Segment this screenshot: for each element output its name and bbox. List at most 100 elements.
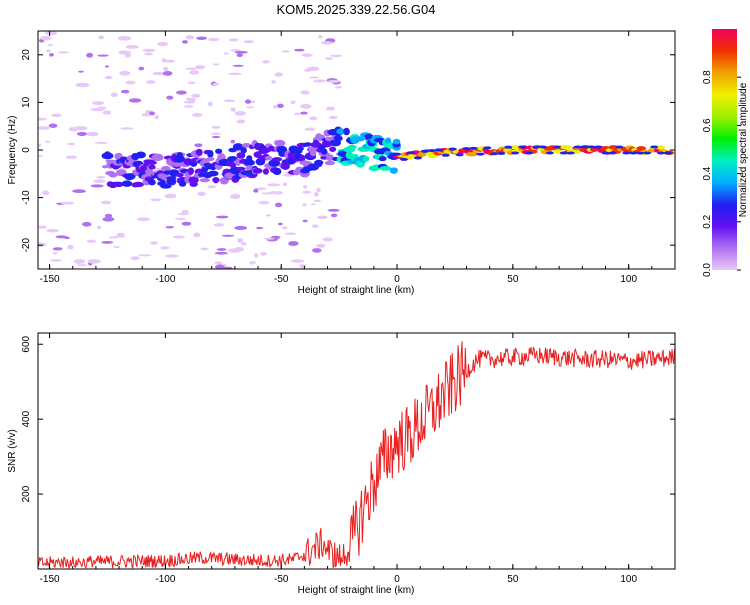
- spectrogram-cell: [294, 146, 304, 151]
- spectrogram-cell: [532, 145, 541, 149]
- spectrogram-cell: [326, 106, 335, 111]
- x-tick-label: -50: [274, 274, 289, 285]
- spectrogram-cell: [176, 90, 187, 95]
- spectrogram-cell: [326, 154, 334, 161]
- spectrogram-cell: [336, 128, 346, 135]
- spectrogram-cell: [518, 145, 527, 149]
- spectrogram-cell: [173, 162, 181, 167]
- spectrogram-cell: [254, 187, 267, 190]
- spectrogram-cell: [223, 266, 233, 269]
- spectrogram-cell: [504, 145, 513, 149]
- spectrogram-cell: [253, 188, 259, 193]
- spectrogram-cell: [87, 259, 101, 264]
- spectrogram-cell: [282, 182, 288, 187]
- spectrogram-cell: [316, 187, 321, 193]
- spectrogram-cell: [149, 111, 156, 116]
- y-tick-label: 10: [21, 96, 32, 108]
- spectrogram-cell: [399, 157, 408, 161]
- spectrogram-cell: [40, 36, 52, 41]
- spectrogram-cell: [148, 164, 156, 170]
- spectrogram-cell: [298, 154, 306, 163]
- spectrogram-cell: [207, 170, 219, 177]
- y-tick-label: 20: [21, 49, 32, 61]
- spectrogram-cell: [191, 113, 203, 118]
- spectrogram-cell: [230, 193, 241, 199]
- spectrogram-cell: [47, 44, 54, 47]
- spectrogram-cell: [234, 111, 247, 116]
- spectrogram-cell: [96, 225, 102, 230]
- spectrogram-cell: [96, 175, 106, 179]
- y-tick-label: -10: [21, 190, 32, 205]
- spectrogram-cell: [38, 225, 47, 229]
- spectrogram-cell: [322, 237, 333, 242]
- spectrogram-cell: [476, 152, 485, 156]
- spectrogram-cell: [245, 164, 253, 171]
- spectrogram-cell: [183, 105, 194, 108]
- spectrogram-cell: [121, 89, 130, 94]
- spectrogram-cell: [566, 151, 575, 155]
- spectrogram-cell: [187, 81, 196, 85]
- spectrogram-cell: [130, 256, 140, 261]
- spectrogram-cell: [302, 203, 307, 207]
- spectrogram-cell: [104, 75, 113, 80]
- spectrogram-cell: [113, 245, 120, 249]
- spectrogram-cell: [119, 70, 131, 76]
- x-tick-label: -50: [274, 574, 289, 585]
- spectrogram-cell: [166, 95, 174, 100]
- spectrogram-cell: [355, 136, 365, 142]
- spectrogram-cell: [73, 126, 88, 131]
- spectrogram-cell: [379, 166, 392, 171]
- spectrogram-cell: [560, 145, 573, 150]
- colorbar-label: Normalized spectral amplitude: [738, 82, 749, 217]
- spectrogram-cell: [75, 82, 90, 88]
- spectrogram-cell: [318, 35, 323, 39]
- spectrogram-cell: [329, 115, 338, 120]
- spectrogram-cell: [152, 71, 167, 76]
- spectrogram-cell: [262, 60, 270, 64]
- spectrogram-marks: [38, 31, 675, 269]
- spectrogram-cell: [213, 223, 224, 227]
- x-tick-label: -100: [155, 574, 175, 585]
- spectrogram-cell: [262, 168, 269, 175]
- spectrogram-cell: [314, 192, 319, 197]
- figure-title: KOM5.2025.339.22.56.G04: [276, 2, 435, 17]
- spectrogram-cell: [91, 101, 105, 106]
- spectrogram-cell: [230, 139, 235, 144]
- spectrogram-cell: [290, 259, 305, 263]
- spectrogram-cell: [249, 261, 256, 265]
- spectrogram-cell: [559, 151, 568, 155]
- spectrogram-cell: [101, 152, 114, 160]
- spectrogram-cell: [72, 189, 86, 194]
- spectrogram-cell: [324, 160, 335, 166]
- spectrogram-cell: [150, 198, 162, 202]
- spectrogram-cell: [273, 105, 278, 109]
- spectrogram-cell: [330, 213, 338, 218]
- spectrogram-cell: [312, 248, 322, 253]
- spectrogram-cell: [188, 176, 199, 184]
- colorbar-scale: [712, 29, 737, 270]
- spectrogram-cell: [207, 101, 213, 107]
- snr-frame: [37, 332, 676, 570]
- y-tick-label: -20: [21, 238, 32, 253]
- spectrogram-cell: [511, 151, 520, 155]
- spectrogram-cell: [207, 150, 214, 158]
- spectrogram-cell: [42, 190, 50, 196]
- spectrogram-cell: [97, 54, 109, 57]
- spectrogram-cell: [274, 139, 286, 147]
- spectrogram-cell: [455, 153, 464, 157]
- spectrogram-cell: [302, 219, 308, 223]
- spectrogram-cell: [160, 184, 172, 189]
- spectrogram-cell: [207, 185, 216, 189]
- y-tick-label: 600: [21, 335, 32, 352]
- y-tick-label: 400: [21, 410, 32, 427]
- spectrogram-cell: [45, 49, 51, 53]
- y-tick-label: 0: [21, 147, 32, 153]
- spectrogram-cell: [329, 146, 337, 152]
- spectrogram-cell: [303, 69, 313, 72]
- spectrogram-ylabel: Frequency (Hz): [7, 116, 18, 185]
- spectrogram-cell: [125, 80, 136, 85]
- spectrogram-cell: [300, 90, 310, 95]
- spectrogram-cell: [316, 243, 326, 248]
- spectrogram-cell: [193, 232, 201, 238]
